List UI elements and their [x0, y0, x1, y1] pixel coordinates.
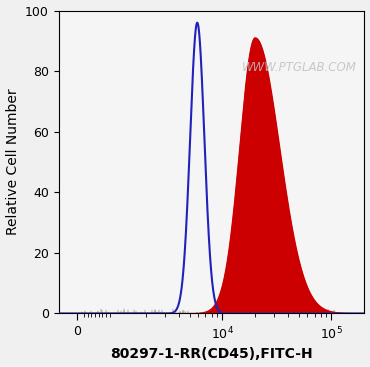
Y-axis label: Relative Cell Number: Relative Cell Number	[6, 89, 20, 235]
X-axis label: 80297-1-RR(CD45),FITC-H: 80297-1-RR(CD45),FITC-H	[110, 348, 313, 361]
Text: WWW.PTGLAB.COM: WWW.PTGLAB.COM	[242, 61, 357, 74]
